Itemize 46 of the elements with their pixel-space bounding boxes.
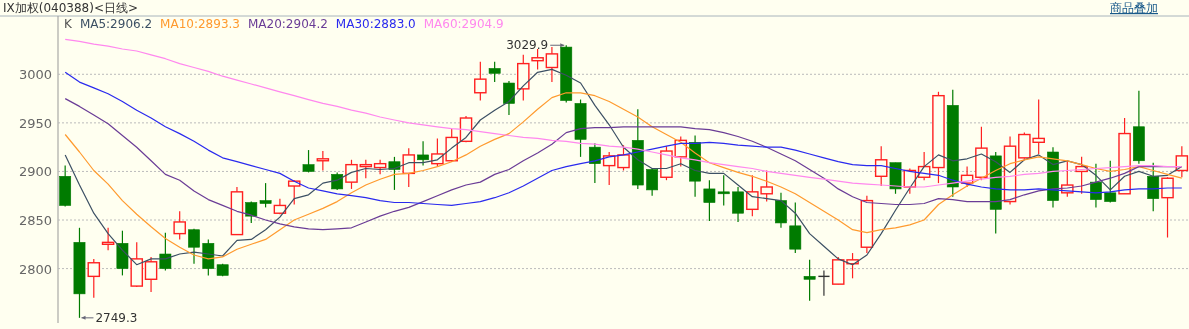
line-series <box>64 71 1183 206</box>
annotation: 2749.3 <box>95 310 138 325</box>
candlestick <box>789 201 802 254</box>
y-tick-label: 2950 <box>18 115 52 131</box>
candlestick <box>1147 162 1160 212</box>
candlestick <box>588 142 601 184</box>
y-tick-label: 2800 <box>18 261 52 277</box>
candlestick <box>488 61 501 83</box>
candlestick <box>316 150 330 172</box>
candlestick <box>646 167 659 197</box>
candlestick <box>1161 176 1174 239</box>
text: MA30:2883.0 <box>335 17 416 31</box>
text: MA10:2893.3 <box>160 17 240 31</box>
candlestick <box>345 159 358 190</box>
candlestick <box>188 228 200 265</box>
candlestick <box>101 227 115 251</box>
candlestick <box>373 159 387 175</box>
y-tick-label: 3000 <box>18 67 52 83</box>
text: 商品叠加 <box>1110 1 1158 15</box>
candlestick <box>144 256 158 293</box>
text: MA20:2904.2 <box>247 17 328 31</box>
candlestick <box>1104 160 1117 204</box>
text: MA60:2904.9 <box>423 17 504 31</box>
candlestick <box>417 140 429 167</box>
text: MA5:2906.2 <box>79 17 153 31</box>
candlestick <box>1090 163 1102 208</box>
candlestick <box>474 61 487 102</box>
y-tick-label: 2900 <box>18 164 52 180</box>
candlestick <box>732 186 744 223</box>
candlestick <box>617 144 630 172</box>
candlestick <box>803 259 816 302</box>
candlestick <box>287 179 301 206</box>
chart-title: IX加权(040388)<日线> <box>3 1 139 15</box>
y-tick-label: 2850 <box>18 213 52 229</box>
candlestick <box>503 80 515 116</box>
candlestick <box>531 48 544 71</box>
line-series <box>64 92 1183 260</box>
candlestick <box>173 210 186 241</box>
candlestick <box>87 258 101 299</box>
candlestick <box>359 159 373 179</box>
candlestick <box>159 232 172 272</box>
candlestick <box>874 145 888 187</box>
annotation: 3029.9 <box>506 38 549 53</box>
candlestick <box>402 147 416 188</box>
annotation: K <box>64 17 73 31</box>
candlestick <box>775 192 787 229</box>
